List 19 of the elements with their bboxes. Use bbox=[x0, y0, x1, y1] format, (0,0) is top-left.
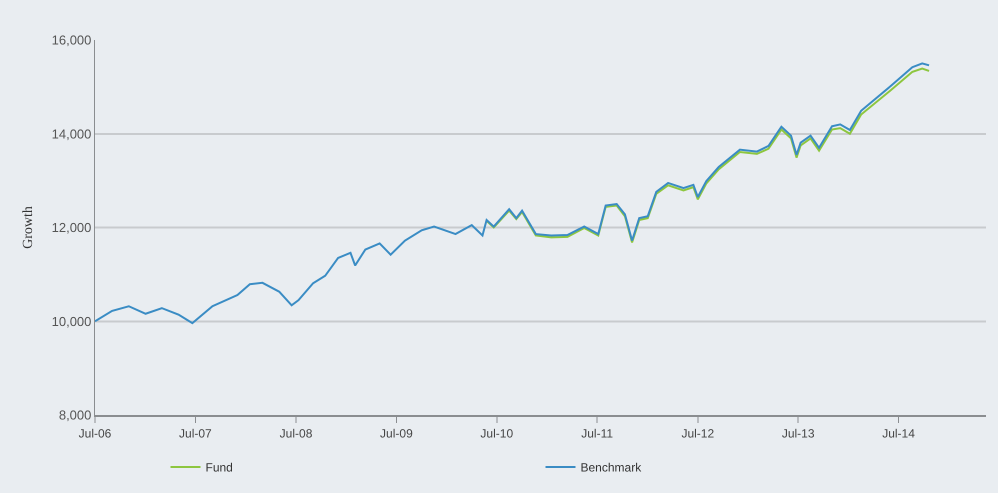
x-tick-label: Jul-06 bbox=[78, 426, 112, 440]
line-series bbox=[95, 62, 930, 324]
x-tick-label: Jul-11 bbox=[581, 426, 614, 440]
line-series bbox=[486, 68, 930, 244]
legend-label: Fund bbox=[206, 460, 233, 475]
y-axis-title: Growth bbox=[21, 206, 36, 249]
x-tick-label: Jul-09 bbox=[380, 426, 414, 440]
legend-label: Benchmark bbox=[580, 460, 642, 475]
y-tick-label: 10,000 bbox=[52, 314, 92, 329]
y-tick-label: 16,000 bbox=[52, 32, 92, 48]
x-tick-label: Jul-08 bbox=[280, 426, 313, 440]
y-tick-label: 14,000 bbox=[52, 126, 92, 142]
x-tick-label: Jul-13 bbox=[782, 426, 815, 440]
x-tick-label: Jul-14 bbox=[882, 426, 916, 440]
x-tick-label: Jul-12 bbox=[681, 426, 714, 440]
x-tick-label: Jul-07 bbox=[179, 426, 212, 440]
x-tick-label: Jul-10 bbox=[480, 426, 514, 440]
y-tick-label: 8,000 bbox=[58, 408, 92, 423]
y-tick-label: 12,000 bbox=[52, 220, 92, 236]
